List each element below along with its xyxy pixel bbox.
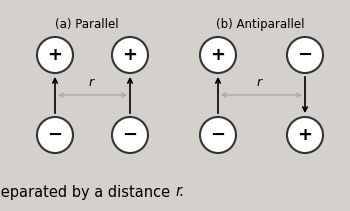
Text: $r$: $r$ (88, 76, 96, 89)
Text: +: + (122, 46, 138, 64)
Text: +: + (298, 126, 313, 144)
Text: +: + (210, 46, 225, 64)
Circle shape (112, 117, 148, 153)
Text: +: + (48, 46, 63, 64)
Text: (b) Antiparallel: (b) Antiparallel (216, 18, 304, 31)
Circle shape (37, 37, 73, 73)
Circle shape (200, 117, 236, 153)
Text: r.: r. (175, 184, 184, 199)
Circle shape (200, 37, 236, 73)
Text: −: − (48, 126, 63, 144)
Circle shape (287, 117, 323, 153)
Text: −: − (210, 126, 225, 144)
Text: Dipoles separated by a distance: Dipoles separated by a distance (0, 184, 175, 199)
Circle shape (287, 37, 323, 73)
Text: −: − (122, 126, 138, 144)
Circle shape (37, 117, 73, 153)
Text: (a) Parallel: (a) Parallel (55, 18, 119, 31)
Text: −: − (298, 46, 313, 64)
Circle shape (112, 37, 148, 73)
Text: $r$: $r$ (256, 76, 264, 89)
